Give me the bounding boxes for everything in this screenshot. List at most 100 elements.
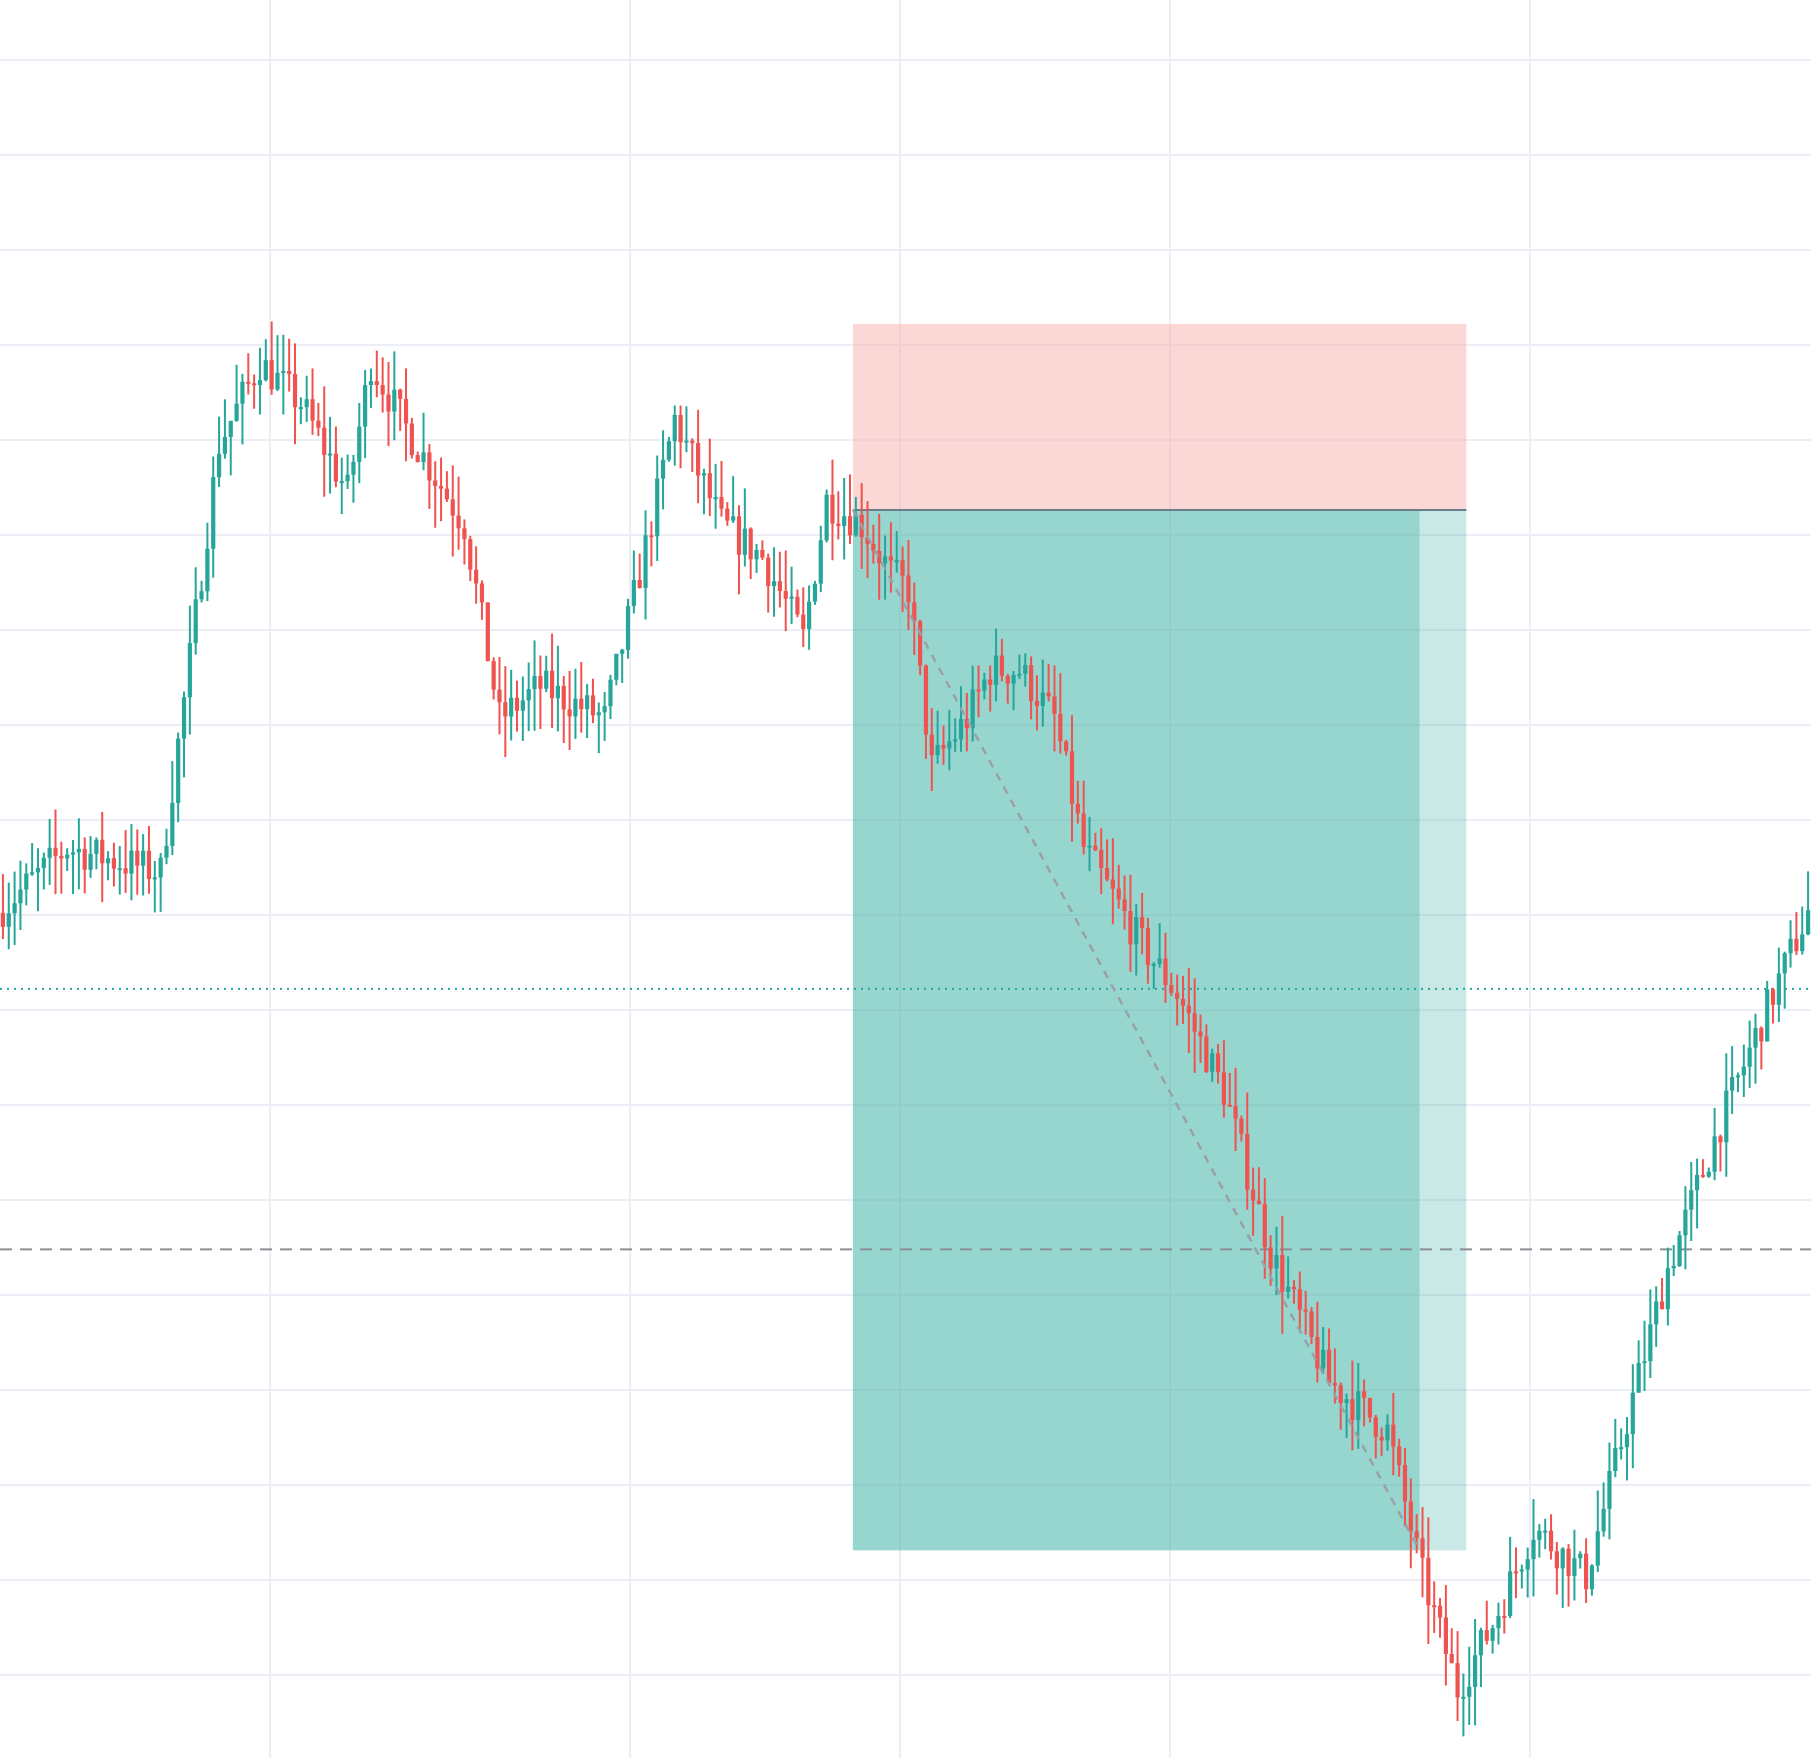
candle-body	[1145, 928, 1151, 965]
candle-body	[1770, 989, 1776, 1005]
candle-body	[1256, 1200, 1262, 1205]
candle-body	[1356, 1391, 1361, 1421]
candle-body	[941, 744, 946, 749]
candle-body	[766, 557, 771, 587]
candle-body	[947, 741, 952, 749]
candle-body	[1478, 1630, 1484, 1656]
candle-body	[1087, 845, 1092, 848]
candle-body	[643, 535, 648, 588]
candle-body	[47, 847, 52, 858]
candle-body	[1718, 1136, 1723, 1143]
candle-body	[1291, 1286, 1297, 1290]
candle-body	[1315, 1336, 1320, 1369]
candle-body	[1782, 953, 1787, 974]
candle-body	[585, 695, 590, 710]
candle-body	[678, 414, 683, 443]
candle-body	[88, 853, 93, 870]
candle-body	[1642, 1361, 1647, 1364]
candle-body	[929, 734, 934, 756]
candle-body	[1093, 845, 1098, 851]
candle-body	[620, 649, 625, 654]
candle-body	[1286, 1286, 1291, 1292]
candle-body	[736, 516, 742, 555]
price-lines	[0, 987, 1811, 1251]
candle-body	[1344, 1399, 1349, 1403]
candle-body	[1694, 1174, 1700, 1191]
candle-body	[164, 845, 169, 858]
candle-body	[1467, 1686, 1472, 1697]
candle-body	[1747, 1047, 1752, 1067]
candle-body	[660, 459, 666, 479]
candle-body	[999, 655, 1004, 677]
candle-body	[310, 399, 315, 421]
candle-body	[842, 516, 847, 527]
candle-body	[1508, 1571, 1513, 1616]
candle-body	[53, 847, 58, 856]
candle-body	[1221, 1072, 1226, 1105]
candle-body	[988, 679, 993, 685]
candle-body	[1706, 1171, 1711, 1177]
candle-body	[1204, 1036, 1209, 1072]
candle-body	[1496, 1615, 1501, 1629]
candle-body	[1537, 1530, 1542, 1540]
candle-body	[234, 403, 239, 421]
candle-body	[263, 360, 268, 381]
candle-body	[1408, 1501, 1413, 1532]
candle-body	[731, 516, 736, 521]
candle-body	[1461, 1696, 1466, 1699]
candle-body	[836, 523, 841, 527]
candle-body	[70, 852, 76, 855]
candle-body	[257, 380, 263, 386]
candle-body	[871, 543, 876, 551]
candle-body	[719, 497, 724, 509]
candle-body	[485, 602, 490, 662]
candle-body	[555, 685, 561, 699]
candle-body	[1659, 1301, 1665, 1310]
candle-body	[1437, 1605, 1443, 1618]
candle-body	[275, 372, 280, 390]
candle-body	[1700, 1174, 1706, 1177]
candle-body	[596, 712, 601, 716]
candle-body	[590, 695, 596, 716]
candle-body	[538, 675, 543, 689]
candle-body	[655, 478, 660, 537]
candle-body	[100, 839, 105, 864]
candle-body	[392, 389, 397, 412]
candle-body	[1169, 985, 1174, 993]
candle-body	[614, 653, 619, 680]
candle-body	[1139, 916, 1145, 929]
candle-body	[1583, 1553, 1589, 1590]
candle-body	[1134, 916, 1139, 945]
candle-body	[1548, 1530, 1554, 1552]
candle-body	[1303, 1309, 1308, 1312]
candle-body	[1724, 1090, 1729, 1143]
candle-body	[357, 426, 362, 462]
candle-body	[1414, 1531, 1419, 1539]
candle-body	[993, 655, 999, 685]
candle-body	[292, 373, 298, 408]
candle-body	[409, 423, 414, 456]
candles	[0, 321, 1811, 1737]
candle-body	[561, 685, 566, 710]
candle-body	[1052, 696, 1057, 714]
candle-body	[1484, 1630, 1489, 1641]
candle-body	[1654, 1301, 1659, 1325]
candle-body	[1589, 1565, 1595, 1590]
candle-body	[1075, 803, 1080, 814]
stop-loss-zone	[852, 323, 1467, 510]
candle-body	[1116, 888, 1121, 900]
candle-body	[327, 453, 333, 456]
candle-body	[1601, 1508, 1606, 1532]
candle-body	[1157, 958, 1162, 964]
candle-body	[117, 868, 122, 871]
candle-body	[30, 872, 35, 875]
candle-body	[6, 913, 11, 927]
candle-body	[403, 398, 409, 424]
candle-body	[1210, 1053, 1215, 1072]
candle-body	[1624, 1434, 1630, 1448]
candle-body	[222, 436, 228, 454]
candle-body	[1058, 713, 1063, 742]
candle-body	[1472, 1655, 1478, 1687]
